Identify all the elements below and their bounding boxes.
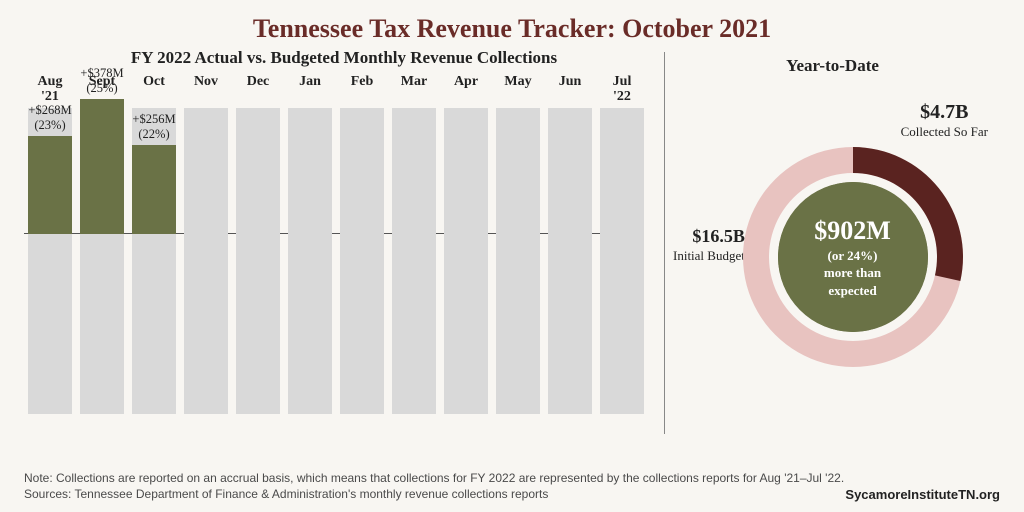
ytd-panel: Year-to-Date $4.7B Collected So Far $16.… (664, 52, 1000, 434)
month-col: May (496, 74, 540, 414)
month-label: Mar (392, 74, 436, 89)
footer-note: Note: Collections are reported on an acc… (24, 470, 1000, 486)
bg-bar (392, 108, 436, 414)
month-col: Jun (548, 74, 592, 414)
center-sub1: (or 24%) (828, 248, 878, 264)
center-sub3: expected (828, 283, 876, 299)
center-sub2: more than (824, 265, 881, 281)
bar-annotation: +$268M(23%) (24, 103, 76, 132)
bar-annotation: +$378M(25%) (76, 66, 128, 95)
ytd-title: Year-to-Date (665, 56, 1000, 76)
month-col: Jul'22 (600, 74, 644, 414)
bg-bar (548, 108, 592, 414)
center-value: $902M (814, 216, 891, 246)
month-col: Dec (236, 74, 280, 414)
main-title: Tennessee Tax Revenue Tracker: October 2… (0, 0, 1024, 44)
month-label: Feb (340, 74, 384, 89)
month-label: Jul'22 (600, 74, 644, 105)
month-col: Jan (288, 74, 332, 414)
attribution: SycamoreInstituteTN.org (845, 487, 1000, 502)
bg-bar (288, 108, 332, 414)
value-bar (132, 145, 176, 234)
donut-center: $902M (or 24%) more than expected (778, 182, 928, 332)
month-col: Feb (340, 74, 384, 414)
bg-bar (496, 108, 540, 414)
chart-area: Aug'21SeptOctNovDecJanFebMarAprMayJunJul… (24, 74, 664, 414)
month-col: Mar (392, 74, 436, 414)
bg-bar (444, 108, 488, 414)
month-label: Dec (236, 74, 280, 89)
collected-value: $4.7B (901, 100, 988, 124)
bar-annotation: +$256M(22%) (128, 112, 180, 141)
month-label: Oct (132, 74, 176, 89)
donut-chart: $902M (or 24%) more than expected (728, 132, 978, 382)
month-col: Nov (184, 74, 228, 414)
month-label: Nov (184, 74, 228, 89)
month-label: May (496, 74, 540, 89)
content-row: FY 2022 Actual vs. Budgeted Monthly Reve… (0, 44, 1024, 444)
month-label: Apr (444, 74, 488, 89)
value-bar (28, 136, 72, 234)
month-label: Jan (288, 74, 332, 89)
month-col: Apr (444, 74, 488, 414)
value-bar (80, 99, 124, 234)
month-label: Aug'21 (28, 74, 72, 105)
bg-bar (184, 108, 228, 414)
bg-bar (340, 108, 384, 414)
bar-chart-panel: FY 2022 Actual vs. Budgeted Monthly Reve… (24, 44, 664, 444)
chart-subtitle: FY 2022 Actual vs. Budgeted Monthly Reve… (24, 48, 664, 68)
month-label: Jun (548, 74, 592, 89)
bg-bar (236, 108, 280, 414)
bg-bar (600, 108, 644, 414)
